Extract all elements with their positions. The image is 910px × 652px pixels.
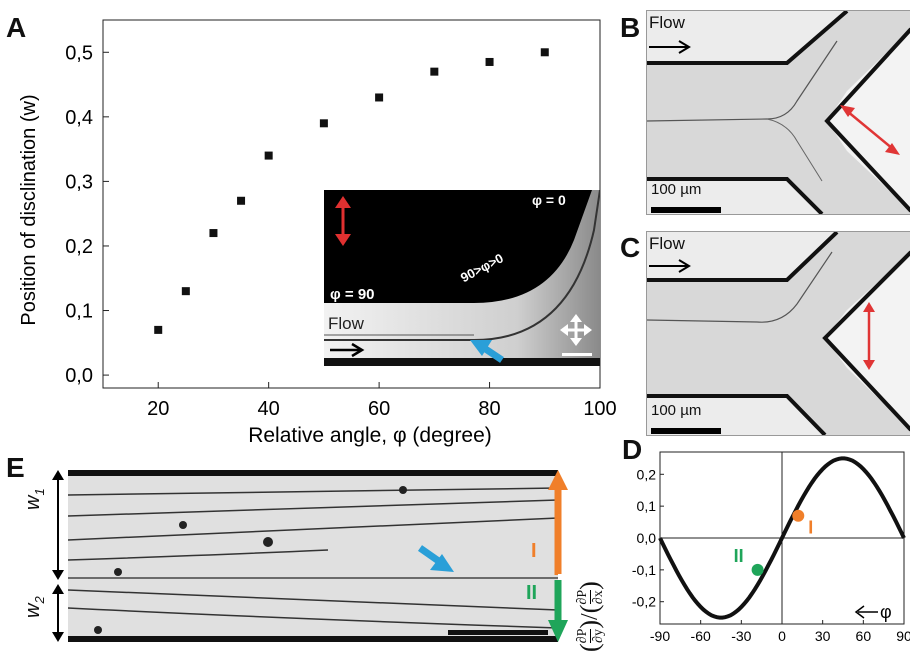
y-tick-label: 0,5	[65, 42, 93, 64]
data-point	[485, 57, 494, 66]
panel-label-b: B	[620, 12, 641, 43]
x-tick-label: 0	[778, 628, 786, 644]
x-tick-label: -60	[691, 628, 711, 644]
width-brackets	[52, 470, 64, 642]
marker-i	[792, 509, 805, 522]
w2-label: w2	[22, 596, 47, 618]
marker-label-ii: II	[734, 546, 744, 566]
data-point	[540, 48, 549, 57]
red-double-arrow	[840, 105, 900, 155]
x-tick-label: 80	[478, 398, 500, 420]
w1-label: w1	[22, 488, 47, 510]
flow-label: Flow	[649, 13, 685, 32]
data-point	[319, 119, 328, 128]
inset-flow-label: Flow	[328, 314, 364, 333]
panel-label-d: D	[622, 434, 643, 465]
polarizer-arrow	[335, 196, 351, 246]
panel-label-a: A	[6, 12, 27, 43]
data-point	[181, 287, 190, 296]
y-tick-label: 0,2	[637, 466, 657, 482]
x-tick-label: 30	[815, 628, 831, 644]
inset-micrograph: φ = 0 φ = 90 90>φ>0 Flow	[324, 190, 600, 366]
micrograph-c: Flow 100 µm	[646, 231, 910, 436]
x-tick-label: 60	[368, 398, 390, 420]
y-tick-label: 0,4	[65, 107, 93, 129]
x-tick-label: -90	[650, 628, 670, 644]
pressure-ratio-chart: -90 -60 -30 0 30 60 900,20,10,0-0,1-0,2 III φ	[632, 451, 910, 644]
d-y-axis-label: ( ∂P ∂y ) / ( ∂P ∂x )	[574, 581, 606, 652]
x-tick-label: 20	[147, 398, 169, 420]
micrograph-b: Flow 100 µm	[646, 10, 910, 215]
flow-label: Flow	[649, 234, 685, 253]
y-tick-label: 0,0	[65, 365, 93, 387]
y-axis-label: Position of disclination (w)	[18, 94, 40, 325]
y-tick-label: 0,2	[65, 236, 93, 258]
vertical-arrows	[548, 470, 568, 642]
scale-label: 100 µm	[651, 181, 702, 198]
marker-label-i: I	[808, 518, 813, 538]
disclination-chart: 0,0 0,1 0,2 0,3 0,4 0,5 20 40 60 80 100 Position …	[18, 19, 617, 447]
data-point	[237, 196, 246, 205]
red-double-arrow	[863, 302, 875, 370]
panel-label-e: E	[6, 452, 25, 483]
y-tick-label: -0,2	[632, 594, 656, 610]
y-tick-label: 0,0	[637, 530, 657, 546]
phi-zero-label: φ = 0	[532, 192, 566, 208]
scale-bar	[651, 428, 721, 434]
scale-bar	[562, 353, 592, 356]
x-tick-label: 100	[583, 398, 616, 420]
data-point	[375, 93, 384, 102]
crossed-polarizers-icon	[560, 314, 592, 346]
data-point	[209, 229, 218, 238]
plot-frame	[102, 19, 601, 389]
blue-arrow-icon	[417, 545, 454, 572]
blue-arrow-icon	[470, 340, 504, 363]
x-tick-label: -30	[731, 628, 751, 644]
panel-label-c: C	[620, 232, 641, 263]
scale-label: 100 µm	[651, 402, 702, 419]
label-ii: II	[526, 582, 538, 604]
data-point	[264, 151, 273, 160]
marker-ii	[751, 563, 764, 576]
data-point	[430, 67, 439, 76]
micrograph-e: I II	[68, 470, 558, 642]
x-tick-label: 60	[856, 628, 872, 644]
x-tick-label: 40	[258, 398, 280, 420]
y-tick-label: -0,1	[632, 562, 656, 578]
phi-ninety-label: φ = 90	[330, 286, 375, 303]
y-tick-label: 0,1	[637, 498, 657, 514]
x-tick-label: 90	[896, 628, 910, 644]
scale-bar	[651, 207, 721, 213]
phi-arrow-icon	[854, 605, 878, 619]
label-i: I	[531, 540, 537, 562]
y-tick-label: 0,1	[65, 301, 93, 323]
data-point	[154, 325, 163, 334]
phi-label: φ	[880, 602, 892, 622]
series-curve	[658, 456, 906, 620]
x-axis-label: Relative angle, φ (degree)	[248, 424, 492, 447]
y-tick-label: 0,3	[65, 171, 93, 193]
